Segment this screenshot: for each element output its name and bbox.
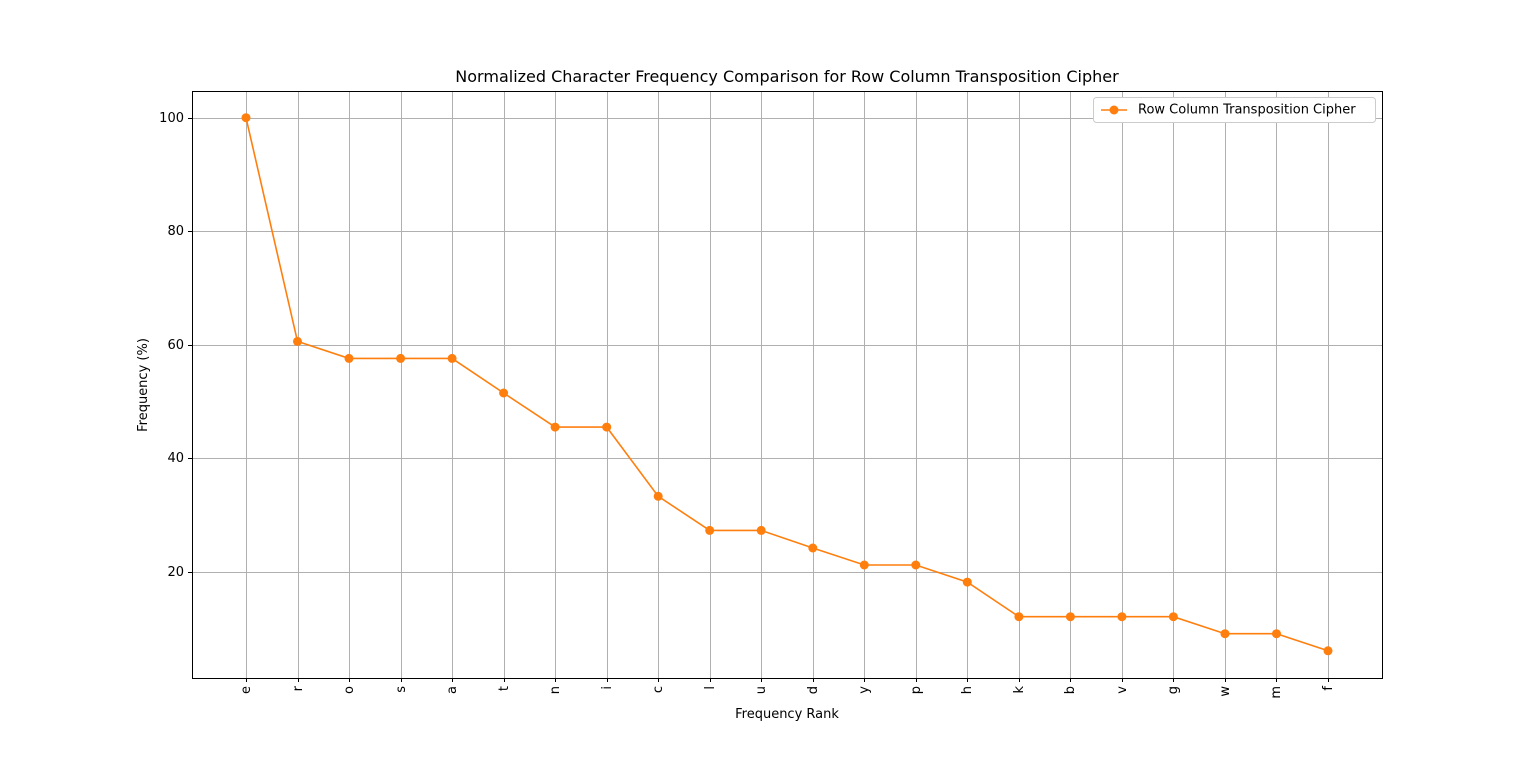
legend-box bbox=[1093, 97, 1376, 123]
x-tick-label: c bbox=[651, 686, 666, 693]
data-point bbox=[241, 113, 251, 123]
data-point bbox=[1272, 629, 1281, 639]
data-point bbox=[602, 422, 612, 432]
y-axis: 20 40 60 80 100 bbox=[159, 111, 192, 580]
data-point bbox=[447, 353, 457, 363]
data-point bbox=[808, 543, 818, 553]
x-tick-label: e bbox=[239, 686, 254, 694]
y-tick-label: 100 bbox=[159, 111, 184, 126]
data-point bbox=[653, 491, 663, 501]
y-tick-label: 40 bbox=[167, 451, 184, 466]
plot-frame bbox=[192, 91, 1383, 679]
x-tick-label: r bbox=[291, 685, 306, 691]
x-tick-label: l bbox=[703, 686, 718, 690]
y-tick-label: 80 bbox=[167, 224, 184, 239]
x-tick-label: g bbox=[1166, 686, 1181, 694]
grid bbox=[192, 91, 1382, 678]
data-point bbox=[1014, 612, 1024, 622]
x-tick-label: v bbox=[1115, 686, 1130, 694]
legend-entry: Row Column Transposition Cipher bbox=[1138, 103, 1356, 118]
x-tick-label: y bbox=[857, 686, 872, 694]
data-point bbox=[756, 525, 766, 535]
legend-marker bbox=[1109, 105, 1119, 115]
x-tick-label: i bbox=[600, 686, 615, 690]
plot-area bbox=[241, 113, 1333, 656]
x-tick-label: s bbox=[394, 686, 409, 693]
x-tick-label: n bbox=[548, 686, 563, 694]
x-tick-label: o bbox=[342, 686, 357, 694]
x-tick-label: b bbox=[1063, 686, 1078, 694]
y-tick-label: 60 bbox=[167, 338, 184, 353]
data-point bbox=[705, 525, 715, 535]
x-tick-label: k bbox=[1012, 686, 1027, 694]
data-point bbox=[859, 560, 869, 570]
data-point bbox=[911, 560, 921, 570]
y-tick-label: 20 bbox=[167, 565, 184, 580]
x-tick-label: h bbox=[960, 686, 975, 694]
x-tick-label: m bbox=[1269, 686, 1284, 699]
chart-title: Normalized Character Frequency Compariso… bbox=[455, 67, 1119, 86]
x-tick-label: d bbox=[806, 686, 821, 694]
x-tick-label: f bbox=[1321, 686, 1336, 691]
data-point bbox=[396, 353, 406, 363]
data-point bbox=[1117, 612, 1127, 622]
data-point bbox=[1220, 629, 1230, 639]
data-point bbox=[1168, 612, 1178, 622]
data-point bbox=[550, 422, 560, 432]
x-tick-label: t bbox=[497, 686, 512, 691]
y-axis-label: Frequency (%) bbox=[136, 338, 151, 432]
x-tick-label: a bbox=[445, 686, 460, 694]
data-point bbox=[1323, 646, 1333, 656]
data-point bbox=[293, 336, 302, 346]
data-point bbox=[499, 388, 509, 398]
x-tick-label: w bbox=[1218, 686, 1233, 697]
data-point bbox=[962, 577, 972, 587]
data-point bbox=[344, 353, 354, 363]
x-tick-label: u bbox=[754, 686, 769, 694]
data-point bbox=[1065, 612, 1075, 622]
x-tick-label: p bbox=[909, 686, 924, 694]
series-line bbox=[245, 117, 1329, 652]
legend: Row Column Transposition Cipher bbox=[1093, 97, 1376, 123]
x-axis-label: Frequency Rank bbox=[735, 707, 839, 722]
